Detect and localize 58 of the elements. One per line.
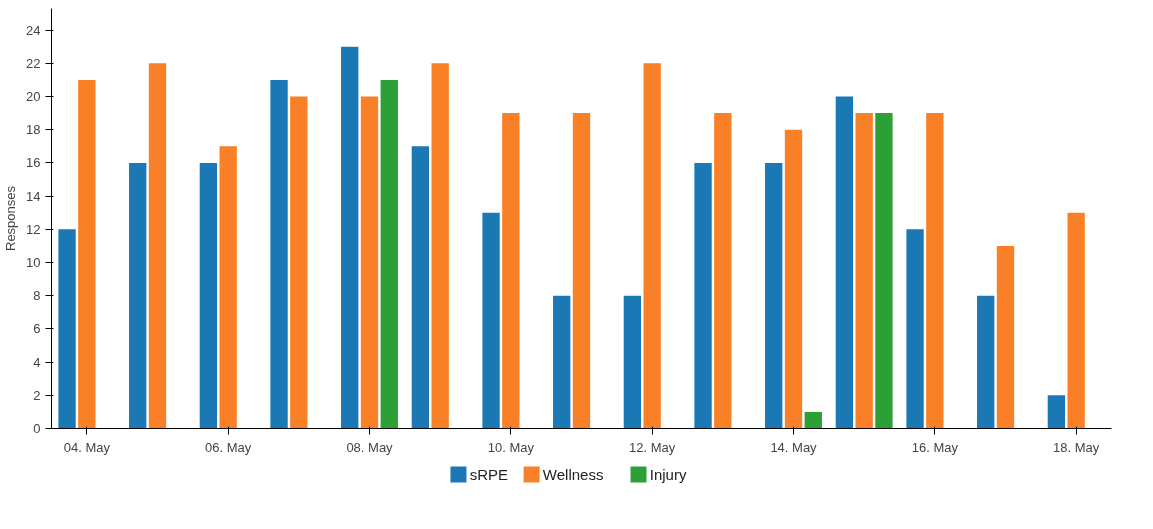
x-tick-label: 18. May [1053,439,1100,455]
bar [855,113,873,429]
bar [129,162,147,429]
bar [694,162,712,429]
bar [643,63,661,429]
x-tick-label: 16. May [911,439,959,455]
x-tick-label: 14. May [770,439,818,455]
bar [623,295,642,429]
bar [219,146,237,429]
bar [835,96,854,429]
bar [765,162,783,429]
bar [977,295,995,429]
bar [482,212,500,429]
x-tick-label: 04. May [63,439,111,455]
y-axis-title: Responses [3,185,19,252]
bar [148,63,167,429]
bar [380,79,398,429]
y-tick-label: 24 [26,22,41,38]
x-tick-label: 12. May [629,439,676,455]
y-tick-label: 4 [33,354,41,370]
bar [199,162,218,429]
bar [714,113,732,429]
y-tick-label: 8 [33,288,41,304]
y-tick-label: 22 [26,55,41,71]
bar [926,113,944,429]
bar [875,113,893,429]
x-tick-label: 08. May [346,439,394,455]
y-tick-label: 10 [26,254,41,270]
bar [78,79,96,429]
bar [58,229,76,429]
legend-label: Injury [649,466,687,483]
bar [906,229,924,429]
legend-label: Wellness [542,466,604,483]
y-tick-label: 20 [26,88,41,104]
bar [360,96,379,429]
bar [996,245,1015,429]
bar [1047,395,1066,429]
x-tick-label: 10. May [487,439,535,455]
bar [572,113,591,429]
y-tick-label: 14 [26,188,41,204]
bar [341,46,359,429]
bar [290,96,308,429]
y-tick-label: 6 [33,321,41,337]
y-tick-label: 12 [26,221,41,237]
bar [411,146,430,429]
bar [804,411,822,429]
y-tick-label: 16 [26,155,41,171]
bar [431,63,449,429]
y-tick-label: 2 [33,387,41,403]
x-tick-label: 06. May [205,439,252,455]
bar [553,295,571,429]
bar [270,79,288,429]
bar [502,113,520,429]
y-tick-label: 0 [33,421,41,436]
legend-label: sRPE [469,466,509,483]
y-tick-label: 18 [26,122,41,138]
bar [1067,212,1085,429]
bar [784,129,803,429]
